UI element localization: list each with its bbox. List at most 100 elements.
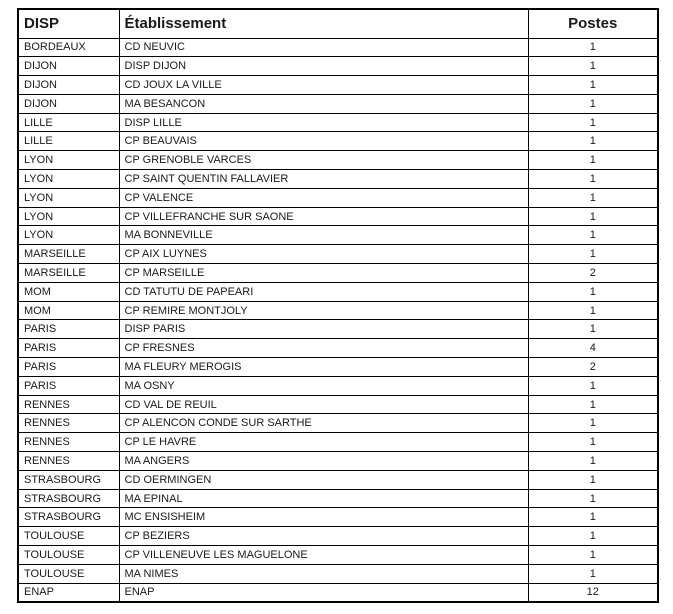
postes-cell: 1 xyxy=(527,206,659,227)
disp-cell: LYON xyxy=(17,225,120,246)
column-header-postes: Postes xyxy=(527,8,659,39)
table-row: RENNES MA ANGERS 1 xyxy=(17,451,659,471)
etablissement-cell: CD OERMINGEN xyxy=(118,469,529,490)
etablissement-cell: DISP LILLE xyxy=(118,112,529,133)
postes-cell: 1 xyxy=(527,507,659,528)
etablissement-cell: CP BEAUVAIS xyxy=(118,131,529,152)
postes-cell: 1 xyxy=(527,150,659,171)
table-row: RENNES CP LE HAVRE 1 xyxy=(17,432,659,453)
postes-cell: 1 xyxy=(527,131,659,152)
etablissement-cell: CP REMIRE MONTJOLY xyxy=(118,300,529,321)
postes-cell: 12 xyxy=(527,582,659,603)
etablissement-cell: MA ANGERS xyxy=(118,451,529,471)
postes-cell: 1 xyxy=(527,413,659,434)
disp-cell: MARSEILLE xyxy=(17,263,120,283)
etablissement-cell: CP AIX LUYNES xyxy=(118,244,529,265)
postes-cell: 1 xyxy=(527,375,659,396)
postes-cell: 1 xyxy=(527,469,659,490)
table-row: LYON MA BONNEVILLE 1 xyxy=(17,225,659,246)
etablissement-cell: CP VILLEFRANCHE SUR SAONE xyxy=(118,206,529,227)
table-row: PARIS CP FRESNES 4 xyxy=(17,338,659,359)
table-row: STRASBOURG MA EPINAL 1 xyxy=(17,488,659,509)
disp-cell: PARIS xyxy=(17,357,120,377)
disp-cell: PARIS xyxy=(17,319,120,340)
postes-cell: 1 xyxy=(527,545,659,565)
postes-cell: 1 xyxy=(527,112,659,133)
table-row: PARIS MA FLEURY MEROGIS 2 xyxy=(17,357,659,377)
disp-cell: MARSEILLE xyxy=(17,244,120,265)
etablissement-cell: CP BEZIERS xyxy=(118,526,529,547)
postes-cell: 1 xyxy=(527,225,659,246)
postes-cell: 1 xyxy=(527,300,659,321)
postes-cell: 1 xyxy=(527,169,659,189)
disp-cell: TOULOUSE xyxy=(17,563,120,584)
disp-cell: DIJON xyxy=(17,75,120,95)
disp-cell: LYON xyxy=(17,169,120,189)
etablissement-cell: CD JOUX LA VILLE xyxy=(118,75,529,95)
table-row: MOM CD TATUTU DE PAPEARI 1 xyxy=(17,281,659,302)
table-row: LILLE CP BEAUVAIS 1 xyxy=(17,131,659,152)
postes-cell: 2 xyxy=(527,357,659,377)
postes-cell: 1 xyxy=(527,244,659,265)
etablissement-cell: CD VAL DE REUIL xyxy=(118,394,529,415)
etablissement-cell: CP VALENCE xyxy=(118,187,529,208)
etablissement-cell: CD NEUVIC xyxy=(118,37,529,58)
table-row: TOULOUSE MA NIMES 1 xyxy=(17,563,659,584)
postes-table: DISP Établissement Postes BORDEAUX CD NEU… xyxy=(17,8,659,603)
postes-cell: 1 xyxy=(527,75,659,95)
disp-cell: ENAP xyxy=(17,582,120,603)
table-row: RENNES CP ALENCON CONDE SUR SARTHE 1 xyxy=(17,413,659,434)
disp-cell: RENNES xyxy=(17,432,120,453)
etablissement-cell: MA EPINAL xyxy=(118,488,529,509)
etablissement-cell: CD TATUTU DE PAPEARI xyxy=(118,281,529,302)
disp-cell: RENNES xyxy=(17,451,120,471)
disp-cell: STRASBOURG xyxy=(17,507,120,528)
table-row: PARIS DISP PARIS 1 xyxy=(17,319,659,340)
postes-cell: 1 xyxy=(527,281,659,302)
table-row: STRASBOURG MC ENSISHEIM 1 xyxy=(17,507,659,528)
disp-cell: STRASBOURG xyxy=(17,488,120,509)
postes-cell: 1 xyxy=(527,488,659,509)
etablissement-cell: DISP PARIS xyxy=(118,319,529,340)
table-row: MOM CP REMIRE MONTJOLY 1 xyxy=(17,300,659,321)
table-row: TOULOUSE CP BEZIERS 1 xyxy=(17,526,659,547)
table-row: LYON CP GRENOBLE VARCES 1 xyxy=(17,150,659,171)
etablissement-cell: MA BONNEVILLE xyxy=(118,225,529,246)
disp-cell: PARIS xyxy=(17,375,120,396)
etablissement-cell: MA NIMES xyxy=(118,563,529,584)
disp-cell: PARIS xyxy=(17,338,120,359)
postes-cell: 1 xyxy=(527,394,659,415)
disp-cell: DIJON xyxy=(17,93,120,114)
disp-cell: TOULOUSE xyxy=(17,545,120,565)
disp-cell: LILLE xyxy=(17,112,120,133)
disp-cell: LYON xyxy=(17,187,120,208)
column-header-etablissement: Établissement xyxy=(118,8,529,39)
table-body: BORDEAUX CD NEUVIC 1 DIJON DISP DIJON 1 DIJON C… xyxy=(17,37,659,603)
disp-cell: BORDEAUX xyxy=(17,37,120,58)
table-row: MARSEILLE CP MARSEILLE 2 xyxy=(17,263,659,283)
disp-cell: STRASBOURG xyxy=(17,469,120,490)
table-row: LILLE DISP LILLE 1 xyxy=(17,112,659,133)
table-row: LYON CP VILLEFRANCHE SUR SAONE 1 xyxy=(17,206,659,227)
table-row: RENNES CD VAL DE REUIL 1 xyxy=(17,394,659,415)
table-row: STRASBOURG CD OERMINGEN 1 xyxy=(17,469,659,490)
disp-cell: TOULOUSE xyxy=(17,526,120,547)
postes-cell: 4 xyxy=(527,338,659,359)
disp-cell: DIJON xyxy=(17,56,120,77)
table-row: MARSEILLE CP AIX LUYNES 1 xyxy=(17,244,659,265)
table-row: DIJON DISP DIJON 1 xyxy=(17,56,659,77)
etablissement-cell: MC ENSISHEIM xyxy=(118,507,529,528)
table-header-row: DISP Établissement Postes xyxy=(17,8,659,39)
postes-cell: 1 xyxy=(527,563,659,584)
etablissement-cell: DISP DIJON xyxy=(118,56,529,77)
etablissement-cell: CP ALENCON CONDE SUR SARTHE xyxy=(118,413,529,434)
column-header-disp: DISP xyxy=(17,8,120,39)
postes-cell: 1 xyxy=(527,526,659,547)
disp-cell: RENNES xyxy=(17,394,120,415)
etablissement-cell: MA BESANCON xyxy=(118,93,529,114)
etablissement-cell: CP LE HAVRE xyxy=(118,432,529,453)
etablissement-cell: CP GRENOBLE VARCES xyxy=(118,150,529,171)
postes-cell: 2 xyxy=(527,263,659,283)
etablissement-cell: ENAP xyxy=(118,582,529,603)
